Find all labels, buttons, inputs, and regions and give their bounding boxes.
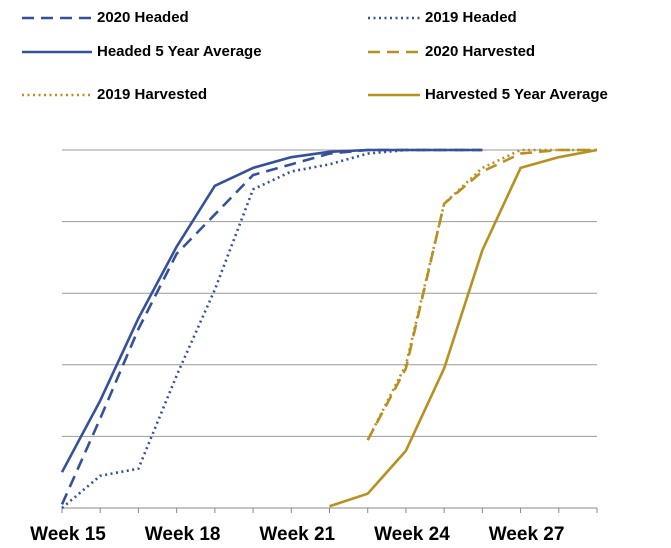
series-line — [60, 148, 483, 505]
series-line — [366, 148, 597, 441]
series-line — [366, 148, 597, 441]
legend-label: 2019 Harvested — [97, 86, 207, 103]
x-tick-label: Week 15 — [30, 524, 106, 545]
series-line — [61, 148, 483, 509]
x-tick-label: Week 24 — [374, 524, 450, 545]
series-line — [329, 148, 598, 508]
legend-label: 2020 Harvested — [425, 43, 535, 60]
x-tick-label: Week 21 — [259, 524, 335, 545]
legend-label: Harvested 5 Year Average — [425, 86, 608, 103]
x-tick-label: Week 27 — [489, 524, 565, 545]
x-tick-label: Week 18 — [145, 524, 221, 545]
series-line — [60, 148, 483, 473]
legend-label: Headed 5 Year Average — [97, 43, 262, 60]
legend-label: 2020 Headed — [97, 9, 189, 26]
legend-label: 2019 Headed — [425, 9, 517, 26]
